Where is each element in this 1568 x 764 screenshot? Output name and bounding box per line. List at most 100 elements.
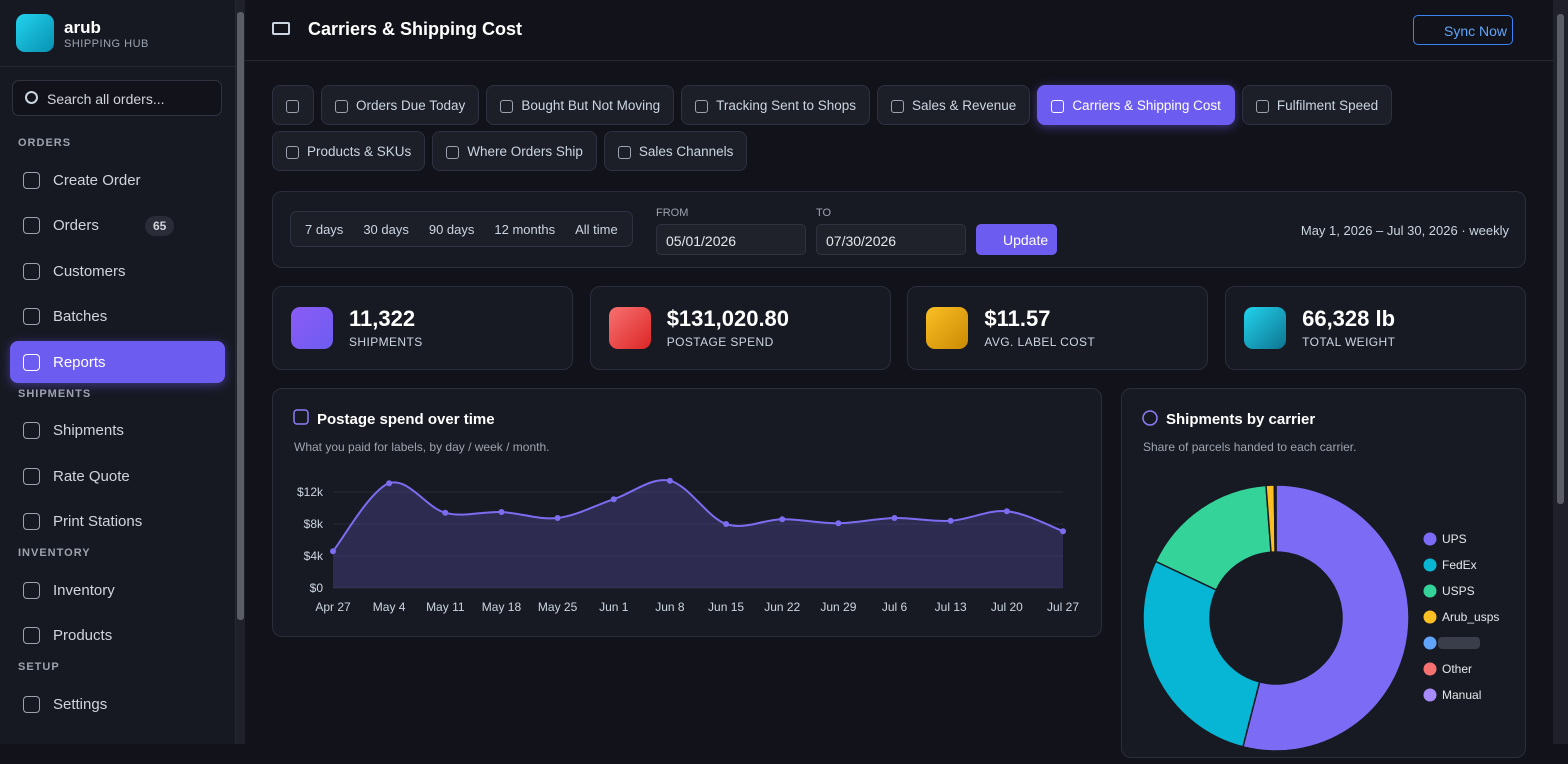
- nav-icon: [23, 263, 40, 280]
- tab[interactable]: Fulfilment Speed: [1242, 85, 1392, 125]
- nav-item[interactable]: Settings: [10, 683, 225, 725]
- chart-subtitle: What you paid for labels, by day / week …: [294, 440, 549, 454]
- range-summary: May 1, 2026 – Jul 30, 2026 · weekly: [1301, 223, 1509, 238]
- tab[interactable]: Sales & Revenue: [877, 85, 1030, 125]
- nav-label: Customers: [53, 263, 126, 280]
- range-option[interactable]: 12 months: [484, 222, 565, 237]
- kpi-card: $131,020.80 POSTAGE SPEND: [590, 286, 891, 370]
- nav-label: Inventory: [53, 582, 115, 599]
- nav-item[interactable]: Shipments: [10, 410, 225, 452]
- nav-item[interactable]: Reports: [10, 341, 225, 383]
- layout-toggle[interactable]: [272, 85, 314, 125]
- nav-icon: [23, 627, 40, 644]
- point: [1004, 508, 1010, 514]
- legend-swatch: [1424, 533, 1437, 546]
- range-option[interactable]: 7 days: [295, 222, 353, 237]
- nav-section: INVENTORY: [18, 547, 91, 559]
- point: [498, 509, 504, 515]
- legend-label: USPS: [1442, 584, 1475, 598]
- x-tick-label: Jul 6: [882, 600, 908, 614]
- point: [779, 516, 785, 522]
- from-date: 05/01/2026: [666, 233, 736, 249]
- badge: 65: [145, 216, 174, 236]
- y-tick-label: $0: [310, 581, 324, 595]
- x-tick-label: Jun 22: [764, 600, 800, 614]
- x-tick-label: May 4: [373, 600, 406, 614]
- kpi-label: TOTAL WEIGHT: [1302, 335, 1395, 349]
- chart-title: Postage spend over time: [317, 411, 495, 428]
- tab[interactable]: Where Orders Ship: [432, 131, 597, 171]
- kpi-icon: [291, 307, 333, 349]
- tab[interactable]: Tracking Sent to Shops: [681, 85, 870, 125]
- nav-label: Shipments: [53, 422, 124, 439]
- nav-label: Create Order: [53, 172, 141, 189]
- legend-swatch: [1424, 611, 1437, 624]
- truck-icon: [272, 22, 290, 35]
- tab[interactable]: Carriers & Shipping Cost: [1037, 85, 1235, 125]
- to-date: 07/30/2026: [826, 233, 896, 249]
- x-tick-label: May 25: [538, 600, 578, 614]
- sync-button[interactable]: Sync Now: [1413, 15, 1513, 45]
- kpi-value: 66,328 lb: [1302, 306, 1395, 332]
- pie-slice: [1143, 561, 1260, 746]
- brand-name: arub: [64, 18, 101, 38]
- from-label: FROM: [656, 207, 688, 219]
- x-tick-label: Apr 27: [315, 600, 351, 614]
- nav-item[interactable]: Create Order: [10, 159, 225, 201]
- point: [1060, 528, 1066, 534]
- nav-icon: [23, 468, 40, 485]
- nav-label: Orders: [53, 217, 99, 234]
- x-tick-label: Jun 8: [655, 600, 685, 614]
- nav-icon: [23, 308, 40, 325]
- search[interactable]: Search all orders...: [12, 80, 222, 116]
- nav-label: Settings: [53, 696, 107, 713]
- nav-item[interactable]: Inventory: [10, 569, 225, 611]
- x-tick-label: May 11: [426, 600, 465, 614]
- nav-item[interactable]: Products: [10, 615, 225, 657]
- logo: [16, 14, 54, 52]
- point: [386, 480, 392, 486]
- point: [330, 548, 336, 554]
- nav-item[interactable]: Orders 65: [10, 205, 225, 247]
- nav-item[interactable]: Print Stations: [10, 501, 225, 543]
- brand-tagline: SHIPPING HUB: [64, 38, 149, 50]
- tab[interactable]: Orders Due Today: [321, 85, 479, 125]
- kpi-label: POSTAGE SPEND: [667, 335, 774, 349]
- x-tick-label: Jun 29: [820, 600, 856, 614]
- update-button[interactable]: Update: [976, 224, 1057, 255]
- from-input[interactable]: 05/01/2026: [656, 224, 806, 255]
- to-label: TO: [816, 207, 831, 219]
- range-option[interactable]: All time: [565, 222, 628, 237]
- title-icon: [294, 410, 308, 424]
- nav-icon: [23, 217, 40, 234]
- kpi-value: $131,020.80: [667, 306, 789, 332]
- nav-item[interactable]: Rate Quote: [10, 455, 225, 497]
- update-label: Update: [1003, 232, 1048, 248]
- title-icon: [1143, 411, 1157, 425]
- kpi-icon: [1244, 307, 1286, 349]
- to-input[interactable]: 07/30/2026: [816, 224, 966, 255]
- range-option[interactable]: 30 days: [353, 222, 419, 237]
- tab[interactable]: Bought But Not Moving: [486, 85, 674, 125]
- chart-title: Shipments by carrier: [1166, 411, 1315, 428]
- tab[interactable]: Sales Channels: [604, 131, 748, 171]
- nav-item[interactable]: Customers: [10, 250, 225, 292]
- legend-swatch: [1424, 585, 1437, 598]
- nav-item[interactable]: Batches: [10, 296, 225, 338]
- legend-label: FedEx: [1442, 558, 1477, 572]
- sidebar: arub SHIPPING HUB Search all orders... O…: [0, 0, 236, 744]
- range-option[interactable]: 90 days: [419, 222, 485, 237]
- kpi-value: $11.57: [984, 306, 1050, 332]
- line-chart: Postage spend over time What you paid for…: [273, 389, 1103, 638]
- point: [835, 520, 841, 526]
- nav-label: Rate Quote: [53, 468, 130, 485]
- sync-label: Sync Now: [1444, 23, 1507, 39]
- kpi-label: AVG. LABEL COST: [984, 335, 1095, 349]
- postage-card: Postage spend over time What you paid for…: [272, 388, 1102, 637]
- tab[interactable]: Products & SKUs: [272, 131, 425, 171]
- point: [611, 496, 617, 502]
- nav-label: Products: [53, 627, 112, 644]
